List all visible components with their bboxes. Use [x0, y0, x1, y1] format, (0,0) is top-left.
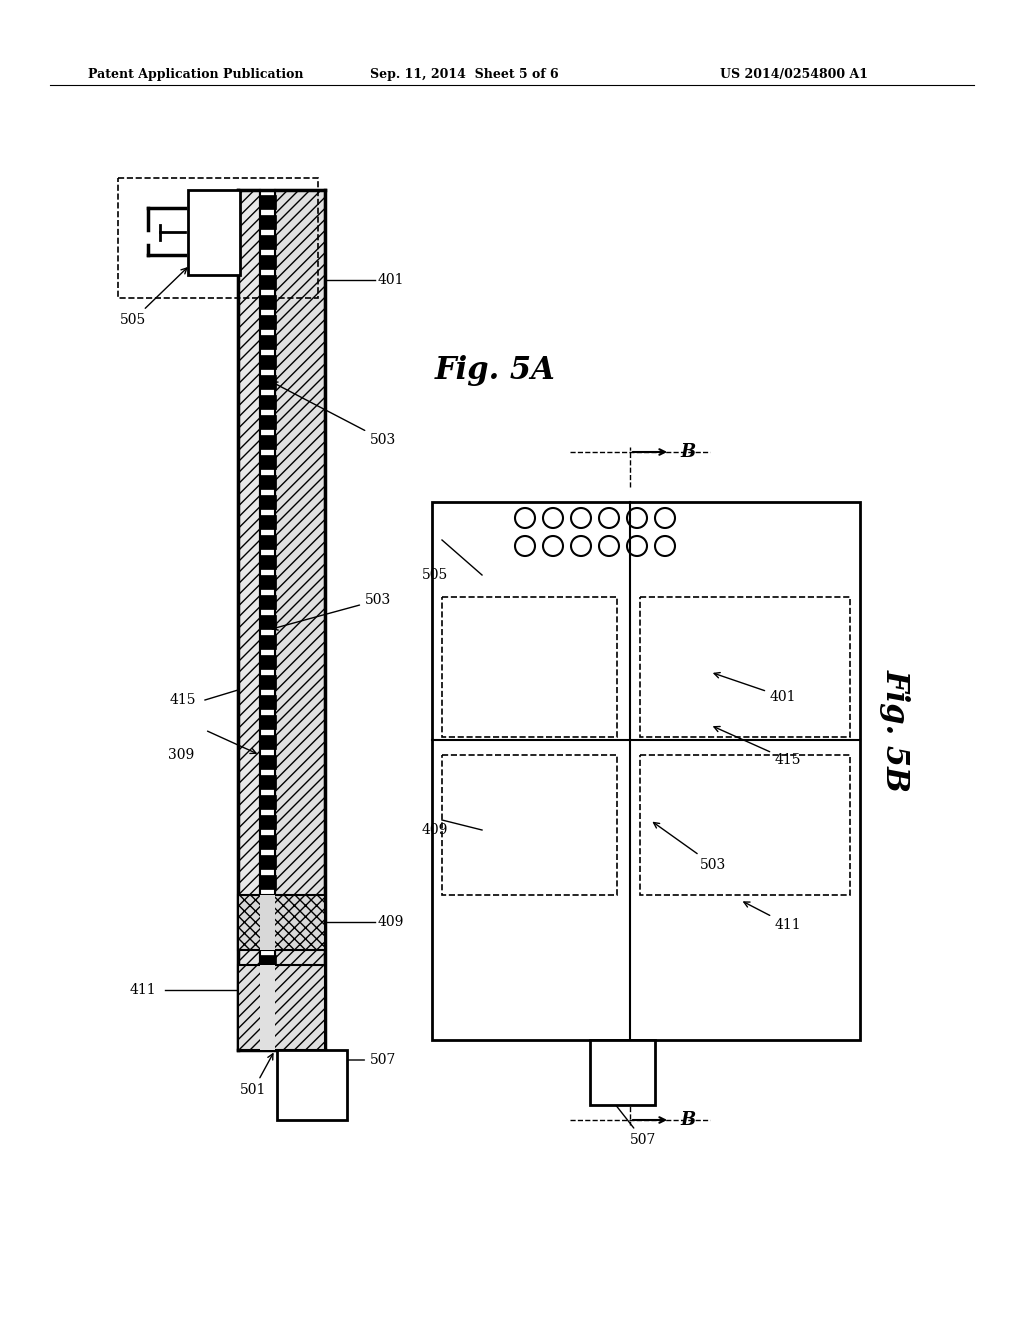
- Bar: [238, 965, 325, 1049]
- Text: 409: 409: [422, 822, 449, 837]
- Text: 415: 415: [714, 726, 802, 767]
- Text: 411: 411: [743, 902, 802, 932]
- Bar: [259, 255, 276, 269]
- Bar: [259, 215, 276, 228]
- Text: 507: 507: [294, 1053, 396, 1067]
- Bar: [259, 576, 276, 589]
- Bar: [238, 190, 260, 1049]
- Bar: [259, 395, 276, 409]
- Bar: [259, 475, 276, 488]
- Text: 501: 501: [240, 1053, 273, 1097]
- Bar: [259, 715, 276, 729]
- Bar: [260, 895, 275, 950]
- Bar: [238, 895, 325, 950]
- Text: Fig. 5A: Fig. 5A: [435, 355, 556, 385]
- Text: 415: 415: [170, 693, 197, 708]
- Bar: [188, 190, 240, 275]
- Bar: [259, 414, 276, 429]
- Text: 503: 503: [271, 381, 396, 447]
- Text: Sep. 11, 2014  Sheet 5 of 6: Sep. 11, 2014 Sheet 5 of 6: [370, 69, 559, 81]
- Bar: [259, 814, 276, 829]
- Bar: [259, 635, 276, 649]
- Bar: [118, 178, 318, 298]
- Bar: [259, 775, 276, 789]
- Bar: [259, 954, 276, 969]
- Text: Fig. 5B: Fig. 5B: [880, 668, 911, 792]
- Text: 401: 401: [714, 673, 797, 704]
- Bar: [259, 755, 276, 770]
- Bar: [259, 995, 276, 1008]
- Bar: [259, 696, 276, 709]
- Bar: [259, 895, 276, 909]
- Bar: [259, 195, 276, 209]
- Text: 401: 401: [378, 273, 404, 286]
- Bar: [259, 795, 276, 809]
- Bar: [259, 554, 276, 569]
- Bar: [259, 455, 276, 469]
- Bar: [259, 875, 276, 888]
- Bar: [590, 1040, 655, 1105]
- Bar: [259, 595, 276, 609]
- Bar: [259, 1015, 276, 1030]
- Bar: [640, 597, 850, 737]
- Text: B: B: [680, 444, 695, 461]
- Text: 411: 411: [130, 983, 157, 997]
- Bar: [259, 535, 276, 549]
- Text: 505: 505: [120, 268, 187, 327]
- Text: 309: 309: [168, 748, 195, 762]
- Text: US 2014/0254800 A1: US 2014/0254800 A1: [720, 69, 868, 81]
- Bar: [259, 335, 276, 348]
- Bar: [640, 755, 850, 895]
- Bar: [259, 275, 276, 289]
- Text: B: B: [680, 1111, 695, 1129]
- Bar: [259, 855, 276, 869]
- Text: 507: 507: [603, 1089, 656, 1147]
- Bar: [259, 375, 276, 389]
- Bar: [259, 975, 276, 989]
- Text: Patent Application Publication: Patent Application Publication: [88, 69, 303, 81]
- Text: 503: 503: [653, 822, 726, 873]
- Bar: [259, 436, 276, 449]
- Text: 503: 503: [272, 593, 391, 630]
- Text: 505: 505: [422, 568, 449, 582]
- Bar: [278, 1049, 347, 1119]
- Bar: [442, 755, 617, 895]
- Bar: [259, 915, 276, 929]
- Bar: [260, 190, 275, 1049]
- Bar: [432, 502, 860, 1040]
- Text: 409: 409: [378, 915, 404, 929]
- Bar: [259, 675, 276, 689]
- Bar: [259, 735, 276, 748]
- Bar: [259, 315, 276, 329]
- Bar: [442, 597, 617, 737]
- Bar: [275, 190, 325, 1049]
- Bar: [259, 515, 276, 529]
- Bar: [259, 836, 276, 849]
- Bar: [259, 294, 276, 309]
- Bar: [259, 935, 276, 949]
- Bar: [259, 235, 276, 249]
- Bar: [260, 965, 275, 1049]
- Bar: [259, 355, 276, 370]
- Bar: [259, 655, 276, 669]
- Bar: [259, 495, 276, 510]
- Bar: [259, 615, 276, 630]
